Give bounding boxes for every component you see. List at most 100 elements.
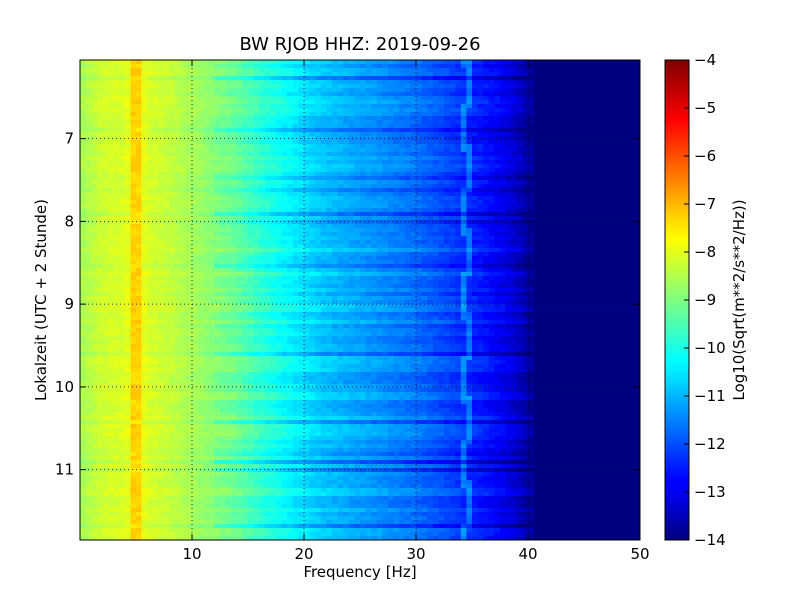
heatmap-cell xyxy=(253,184,260,189)
heatmap-cell xyxy=(164,140,171,145)
heatmap-cell xyxy=(152,204,159,209)
heatmap-cell xyxy=(158,216,165,221)
heatmap-cell xyxy=(119,60,126,65)
heatmap-cell xyxy=(236,244,243,249)
heatmap-cell xyxy=(511,104,518,109)
heatmap-cell xyxy=(124,180,131,185)
heatmap-cell xyxy=(516,240,523,245)
heatmap-cell xyxy=(130,172,137,177)
heatmap-cell xyxy=(572,124,579,129)
heatmap-cell xyxy=(124,252,131,257)
heatmap-cell xyxy=(186,136,193,141)
heatmap-cell xyxy=(539,104,546,109)
heatmap-cell xyxy=(136,192,143,197)
heatmap-cell xyxy=(169,96,176,101)
heatmap-cell xyxy=(152,92,159,97)
heatmap-cell xyxy=(85,232,92,237)
heatmap-cell xyxy=(533,208,540,213)
heatmap-cell xyxy=(208,216,215,221)
heatmap-cell xyxy=(119,172,126,177)
heatmap-cell xyxy=(236,148,243,153)
heatmap-cell xyxy=(113,108,120,113)
heatmap-cell xyxy=(360,80,367,85)
heatmap-cell xyxy=(539,256,546,261)
heatmap-cell xyxy=(410,192,417,197)
heatmap-cell xyxy=(85,104,92,109)
heatmap-cell xyxy=(494,180,501,185)
heatmap-cell xyxy=(500,208,507,213)
heatmap-cell xyxy=(343,164,350,169)
heatmap-cell xyxy=(315,96,322,101)
heatmap-cell xyxy=(304,124,311,129)
heatmap-cell xyxy=(472,112,479,117)
heatmap-cell xyxy=(612,100,619,105)
heatmap-cell xyxy=(276,96,283,101)
heatmap-cell xyxy=(354,140,361,145)
heatmap-cell xyxy=(231,92,238,97)
heatmap-cell xyxy=(326,220,333,225)
heatmap-cell xyxy=(539,180,546,185)
heatmap-cell xyxy=(281,212,288,217)
heatmap-cell xyxy=(511,128,518,133)
heatmap-cell xyxy=(421,228,428,233)
heatmap-cell xyxy=(169,220,176,225)
heatmap-cell xyxy=(192,240,199,245)
heatmap-cell xyxy=(292,208,299,213)
heatmap-cell xyxy=(304,204,311,209)
heatmap-cell xyxy=(421,124,428,129)
heatmap-cell xyxy=(80,108,87,113)
heatmap-cell xyxy=(304,228,311,233)
heatmap-cell xyxy=(136,108,143,113)
heatmap-cell xyxy=(130,148,137,153)
heatmap-cell xyxy=(511,208,518,213)
heatmap-cell xyxy=(617,216,624,221)
heatmap-cell xyxy=(432,236,439,241)
heatmap-cell xyxy=(91,208,98,213)
heatmap-cell xyxy=(477,188,484,193)
heatmap-cell xyxy=(466,232,473,237)
heatmap-cell xyxy=(516,236,523,241)
heatmap-cell xyxy=(617,116,624,121)
heatmap-cell xyxy=(483,232,490,237)
heatmap-cell xyxy=(578,248,585,253)
heatmap-cell xyxy=(494,244,501,249)
heatmap-cell xyxy=(584,256,591,261)
heatmap-cell xyxy=(623,160,630,165)
heatmap-cell xyxy=(572,172,579,177)
heatmap-cell xyxy=(444,120,451,125)
heatmap-cell xyxy=(584,60,591,65)
heatmap-cell xyxy=(528,160,535,165)
heatmap-cell xyxy=(578,192,585,197)
heatmap-cell xyxy=(354,184,361,189)
heatmap-cell xyxy=(360,108,367,113)
heatmap-cell xyxy=(472,120,479,125)
heatmap-cell xyxy=(477,68,484,73)
heatmap-cell xyxy=(600,220,607,225)
heatmap-cell xyxy=(578,148,585,153)
heatmap-cell xyxy=(141,128,148,133)
heatmap-cell xyxy=(528,140,535,145)
heatmap-cell xyxy=(220,212,227,217)
heatmap-cell xyxy=(85,116,92,121)
heatmap-cell xyxy=(500,84,507,89)
heatmap-cell xyxy=(416,100,423,105)
heatmap-cell xyxy=(197,180,204,185)
heatmap-cell xyxy=(214,108,221,113)
heatmap-cell xyxy=(248,128,255,133)
heatmap-cell xyxy=(455,248,462,253)
heatmap-cell xyxy=(91,160,98,165)
heatmap-cell xyxy=(281,208,288,213)
heatmap-cell xyxy=(399,188,406,193)
heatmap-cell xyxy=(248,136,255,141)
heatmap-cell xyxy=(578,232,585,237)
heatmap-cell xyxy=(584,236,591,241)
heatmap-cell xyxy=(108,104,115,109)
heatmap-cell xyxy=(421,244,428,249)
heatmap-cell xyxy=(326,64,333,69)
heatmap-cell xyxy=(617,96,624,101)
heatmap-cell xyxy=(108,176,115,181)
heatmap-cell xyxy=(634,180,640,185)
heatmap-cell xyxy=(584,212,591,217)
heatmap-cell xyxy=(371,164,378,169)
heatmap-cell xyxy=(236,128,243,133)
